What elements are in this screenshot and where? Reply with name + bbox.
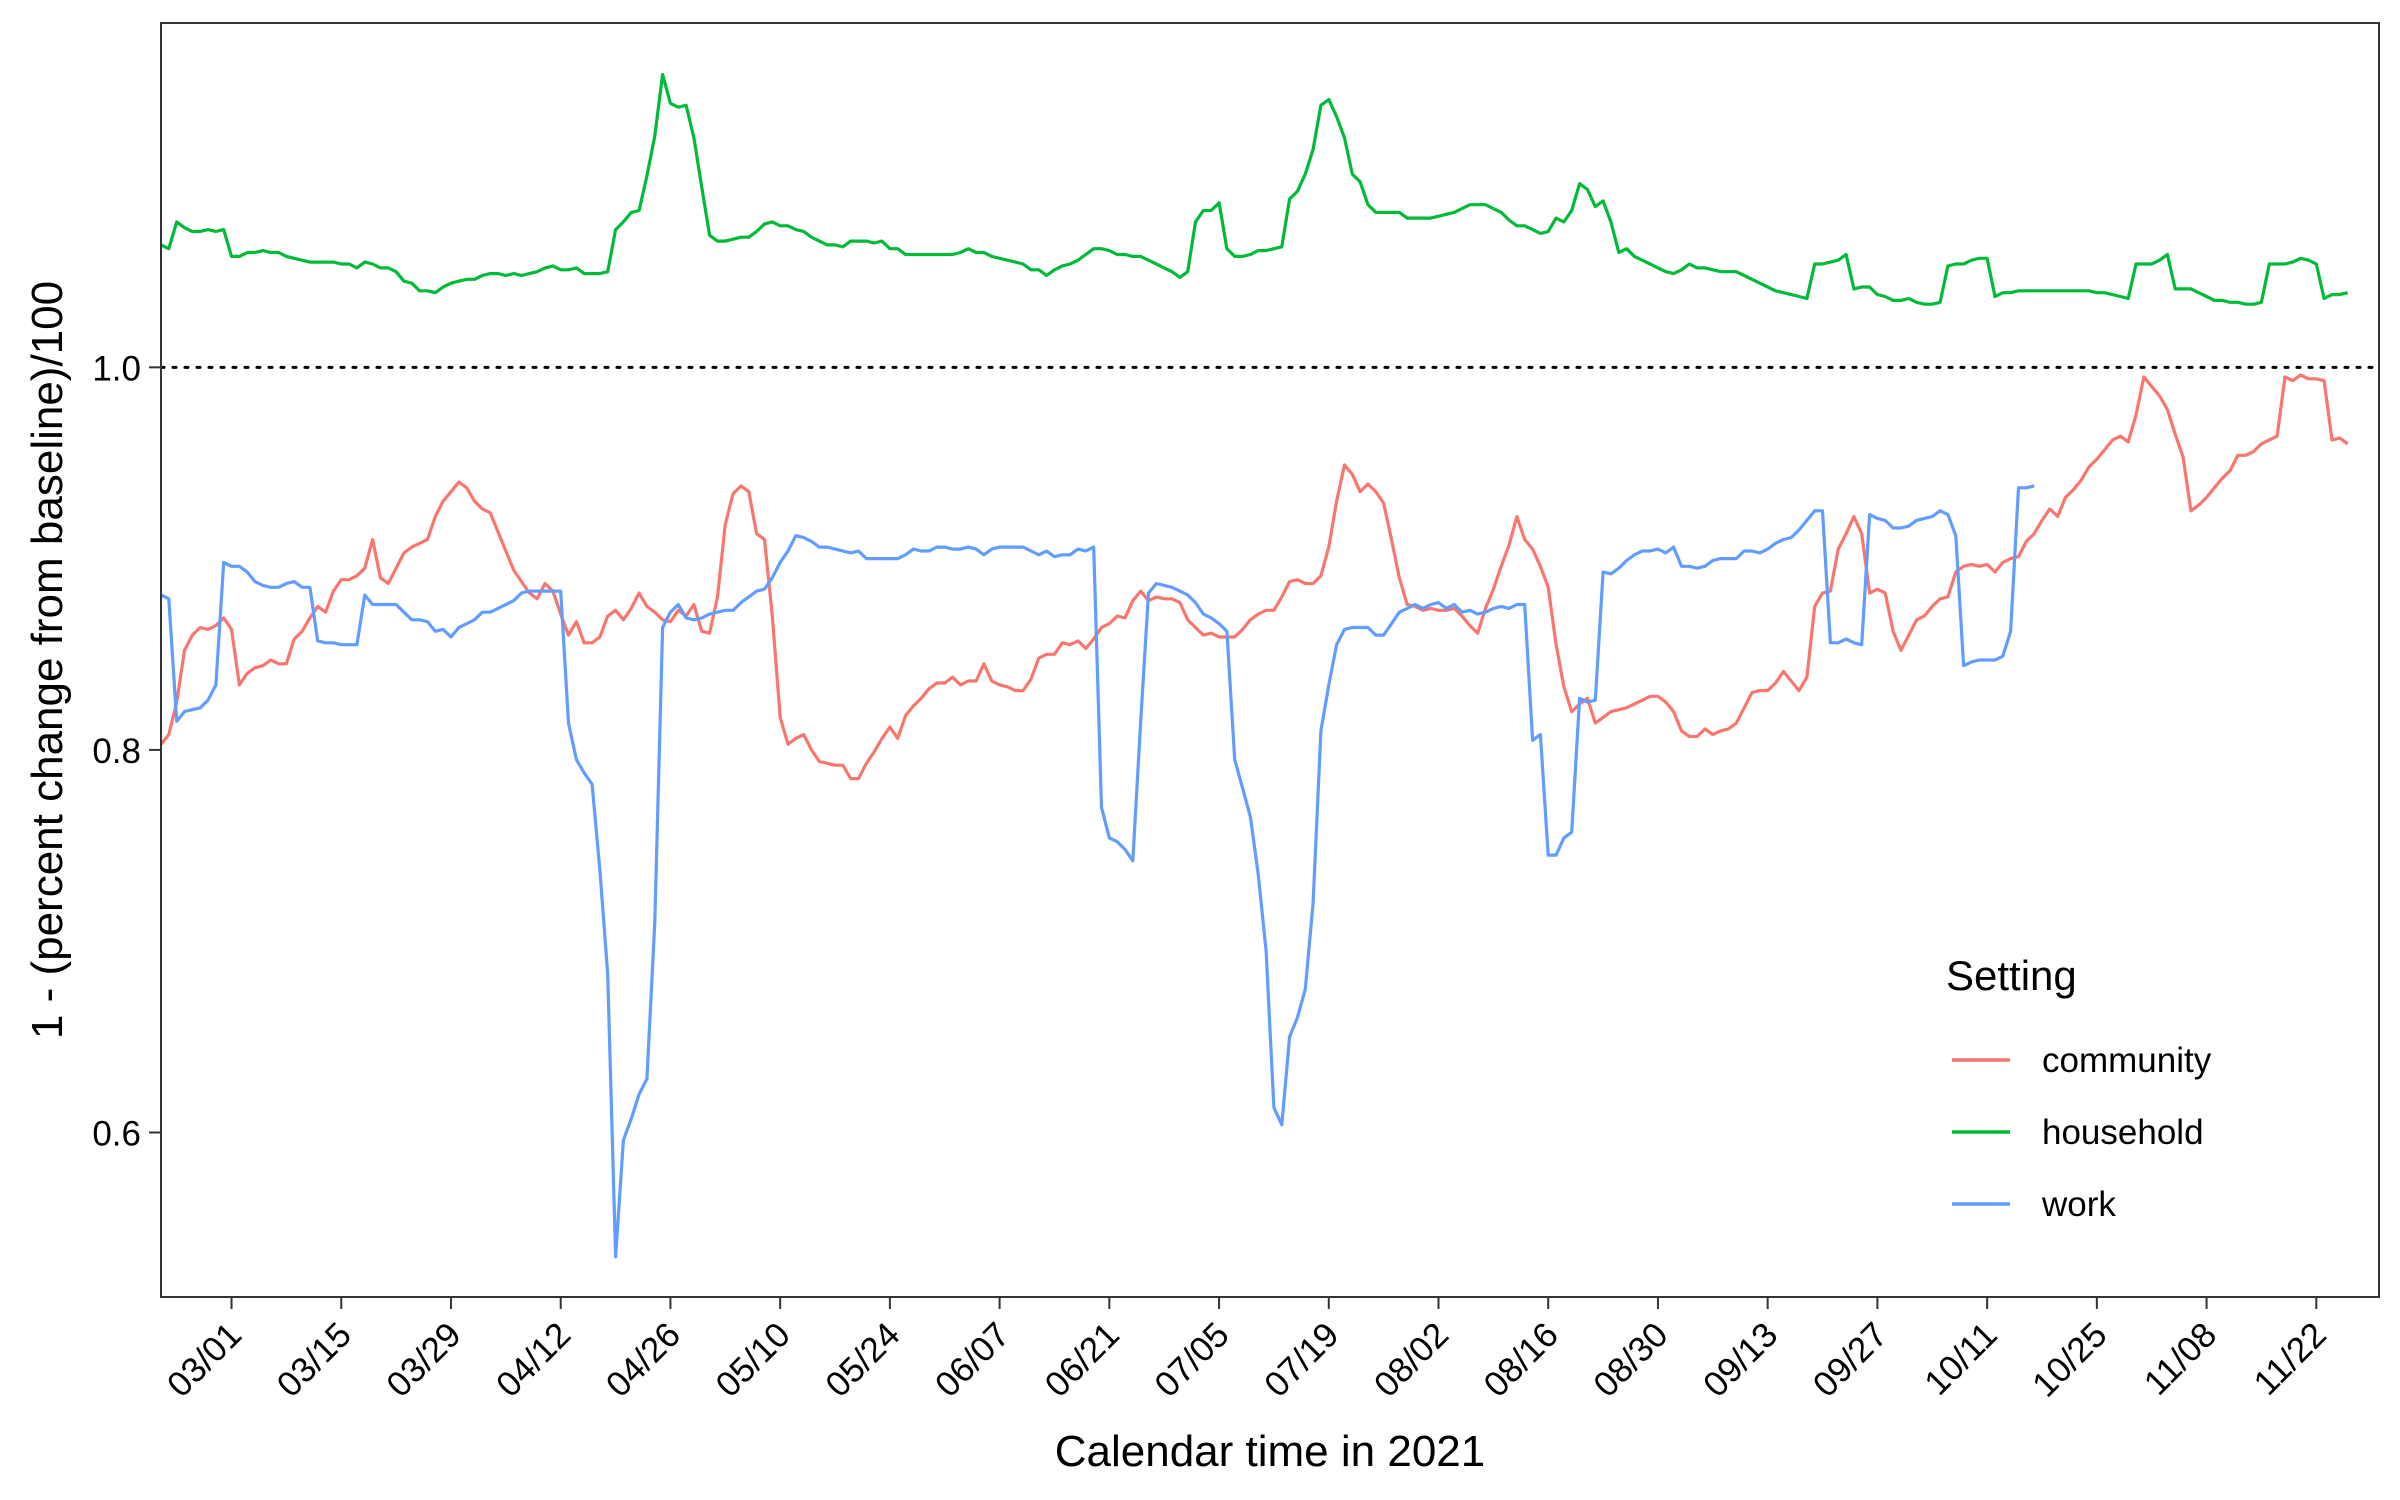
series-line-household <box>160 73 2349 306</box>
y-tick-label: 0.8 <box>92 732 141 771</box>
y-axis-title: 1 - (percent change from baseline)/100 <box>23 281 72 1039</box>
legend-label-work: work <box>2041 1185 2116 1224</box>
x-axis-title: Calendar time in 2021 <box>1055 1427 1485 1476</box>
panel-border <box>160 22 2380 1298</box>
y-axis: 0.6 0.8 1.0 <box>92 349 161 1153</box>
y-tick-label: 1.0 <box>92 349 141 388</box>
y-tick-label: 0.6 <box>92 1114 141 1153</box>
series-line-community <box>159 373 2349 781</box>
legend-label-community: community <box>2042 1041 2212 1080</box>
series-line-work <box>160 484 2035 1259</box>
legend-label-household: household <box>2042 1113 2204 1152</box>
legend: Setting community household work <box>1946 952 2212 1224</box>
legend-title: Setting <box>1946 952 2077 999</box>
series-layer <box>159 73 2349 1259</box>
